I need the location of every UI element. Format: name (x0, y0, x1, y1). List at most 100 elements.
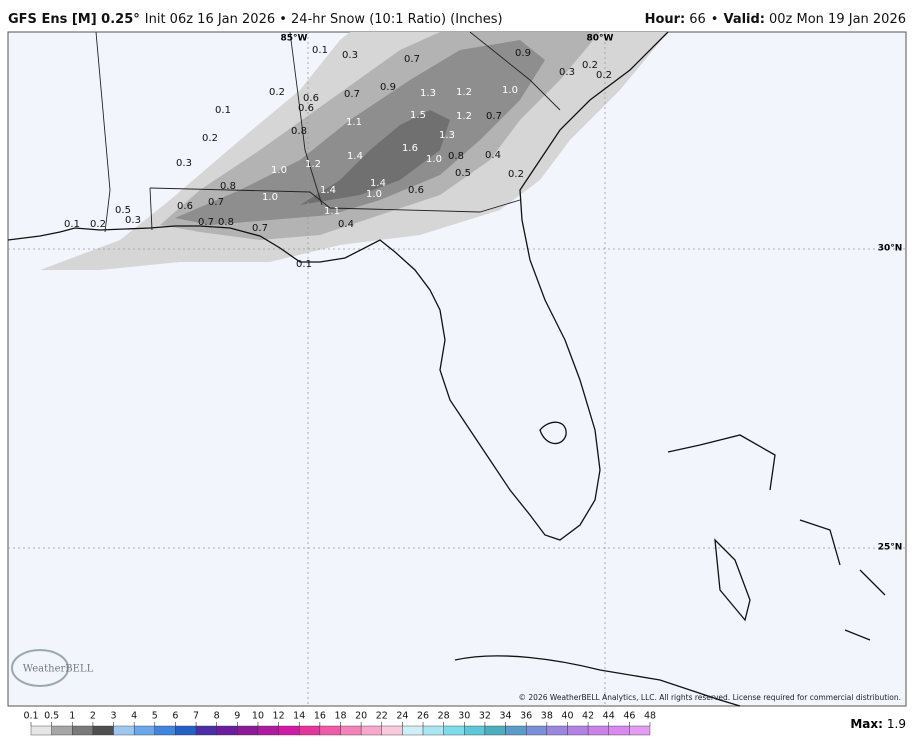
snow-amount: 0.7 (208, 197, 224, 208)
snow-amount: 1.2 (305, 159, 321, 170)
snow-amount: 1.3 (420, 88, 436, 99)
snow-amount: 0.2 (596, 70, 612, 81)
snow-amount: 1.3 (439, 130, 455, 141)
colorbar-tick-label: 44 (603, 711, 615, 722)
snow-amount: 0.6 (303, 93, 319, 104)
colorbar-tick-label: 6 (172, 711, 178, 722)
colorbar-cell (443, 725, 465, 736)
snow-amount: 0.1 (296, 259, 312, 270)
colorbar-cell (133, 725, 156, 736)
colorbar-cell (546, 725, 568, 736)
latitude-label: 25°N (878, 543, 903, 553)
bahamas (667, 434, 886, 641)
colorbar-cell (608, 725, 630, 736)
snow-amount: 1.4 (370, 178, 386, 189)
snow-amount: 0.3 (125, 215, 141, 226)
colorbar-cell (319, 725, 341, 736)
snow-amount: 0.7 (486, 111, 502, 122)
snow-amount: 0.2 (90, 219, 106, 230)
colorbar-cell (381, 725, 403, 736)
colorbar-tick-label: 16 (314, 711, 326, 722)
snow-amount: 1.0 (366, 189, 382, 200)
description: Init 06z 16 Jan 2026 • 24-hr Snow (10:1 … (145, 12, 503, 27)
colorbar-tick-label: 38 (541, 711, 553, 722)
colorbar-tick-label: 12 (273, 711, 285, 722)
snow-amount: 0.6 (177, 201, 193, 212)
colorbar-tick-label: 8 (214, 711, 220, 722)
snow-amount: 0.1 (215, 105, 231, 116)
snow-amount: 0.2 (269, 87, 285, 98)
lake-okeechobee (539, 421, 567, 445)
cuba-coast (454, 655, 741, 707)
state-border (95, 31, 561, 233)
header-right: Hour: 66 • Valid: 00z Mon 19 Jan 2026 (645, 12, 906, 27)
colorbar-tick-label: 0.1 (23, 711, 38, 722)
colorbar-tick-label: 24 (396, 711, 408, 722)
colorbar-cell (237, 725, 259, 736)
snow-amount: 1.2 (456, 87, 472, 98)
max-label: Max: (850, 717, 883, 731)
snow-amount: 0.6 (408, 185, 424, 196)
state-border (149, 187, 521, 213)
snow-amount: 0.1 (64, 219, 80, 230)
colorbar-cell (567, 725, 589, 736)
colorbar-cell (72, 725, 94, 736)
copyright: © 2026 WeatherBELL Analytics, LLC. All r… (519, 693, 901, 702)
colorbar-cell (505, 725, 527, 736)
colorbar-cell (360, 725, 382, 736)
snow-amount: 0.5 (455, 168, 471, 179)
state-border (289, 31, 323, 206)
snow-amount: 0.3 (176, 158, 192, 169)
colorbar-tick-label: 32 (479, 711, 491, 722)
snow-amount: 1.4 (320, 185, 336, 196)
colorbar-cell (216, 725, 238, 736)
colorbar-tick-label: 28 (438, 711, 450, 722)
lat-lon-grid (8, 32, 906, 706)
colorbar-tick-label: 22 (376, 711, 388, 722)
header-left: GFS Ens [M] 0.25° Init 06z 16 Jan 2026 • … (8, 12, 503, 27)
snow-amount: 1.1 (346, 117, 362, 128)
colorbar-cell (51, 725, 73, 736)
snow-amount: 0.8 (220, 181, 236, 192)
colorbar-tick-label: 36 (520, 711, 532, 722)
snow-area-dark (175, 40, 545, 225)
snow-amount: 1.1 (324, 206, 340, 217)
colorbar-cell (629, 725, 651, 736)
snow-amount: 0.2 (508, 169, 524, 180)
snow-amount: 0.4 (485, 150, 501, 161)
max-number: 1.9 (887, 717, 906, 731)
colorbar-tick-label: 9 (234, 711, 240, 722)
colorbar-tick-label: 46 (623, 711, 635, 722)
colorbar-tick-label: 48 (644, 711, 656, 722)
colorbar-cell (464, 725, 486, 736)
max-value: Max: 1.9 (850, 717, 906, 731)
snow-amount: 0.4 (338, 219, 354, 230)
colorbar-cell (92, 725, 114, 736)
colorbar-cell (195, 725, 217, 736)
colorbar-cell (30, 725, 52, 736)
colorbar-cell (587, 725, 609, 736)
model-name: GFS Ens [M] 0.25° (8, 12, 140, 27)
colorbar-cell (402, 725, 424, 736)
snow-amount: 1.0 (502, 85, 518, 96)
logo-mark (11, 649, 69, 687)
coastline (7, 31, 669, 541)
snow-amount: 0.7 (404, 54, 420, 65)
state-borders (95, 31, 561, 233)
colorbar-tick-label: 4 (131, 711, 137, 722)
snow-amount: 0.8 (291, 126, 307, 137)
colorbar-tick-label: 7 (193, 711, 199, 722)
colorbar-cell (175, 725, 197, 736)
snow-amount: 1.2 (456, 111, 472, 122)
colorbar-tick-label: 40 (561, 711, 573, 722)
coastlines (7, 31, 886, 707)
colorbar-tick-label: 3 (111, 711, 117, 722)
snow-amount: 1.0 (262, 192, 278, 203)
colorbar-cell (299, 725, 321, 736)
snow-amount: 0.7 (198, 217, 214, 228)
colorbar-tick-label: 5 (152, 711, 158, 722)
snow-amount: 0.3 (559, 67, 575, 78)
snow-amount: 0.9 (380, 82, 396, 93)
valid-label: Valid: (723, 12, 765, 27)
